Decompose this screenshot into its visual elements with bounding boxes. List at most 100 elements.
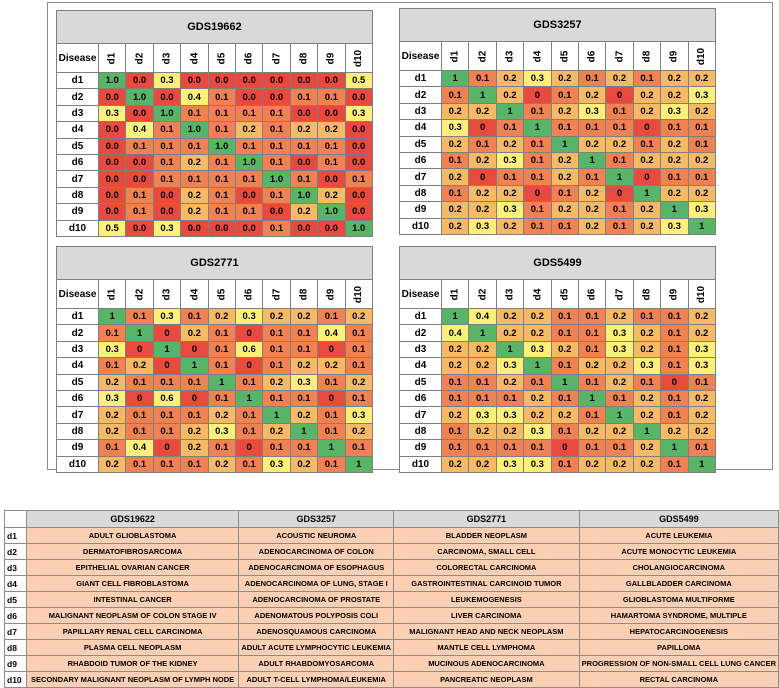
heatmap-cell: 0.5 xyxy=(97,219,127,237)
column-header: d6 xyxy=(577,41,607,71)
heatmap-cell: 0.1 xyxy=(152,137,182,155)
heatmap-cell: 0.1 xyxy=(440,422,470,441)
heatmap-cell: 0.2 xyxy=(207,406,236,424)
column-header-label: d3 xyxy=(504,50,516,62)
column-header-label: d1 xyxy=(106,288,118,300)
heatmap-cell: 0.2 xyxy=(550,201,579,219)
column-header-label: d6 xyxy=(243,288,255,300)
row-header: d1 xyxy=(399,69,442,88)
heatmap-cell: 0 xyxy=(234,357,264,375)
heatmap-cell: 0.2 xyxy=(262,307,291,326)
legend-cell: ADENOCARCINOMA OF PROSTATE xyxy=(238,591,395,608)
heatmap-cell: 1 xyxy=(687,455,716,473)
row-header: d1 xyxy=(56,307,99,326)
heatmap-cell: 0.2 xyxy=(440,217,470,235)
heatmap-cell: 0.2 xyxy=(495,217,525,235)
heatmap-cell: 0.1 xyxy=(660,168,689,186)
heatmap-cell: 0.2 xyxy=(577,422,607,441)
column-header-label: d2 xyxy=(134,288,146,300)
heatmap-cell: 0.4 xyxy=(468,307,497,326)
heatmap-cell: 0.3 xyxy=(152,71,182,90)
heatmap-cell: 0.1 xyxy=(234,104,264,123)
heatmap-table: GDS3257 Disease d1 d2 d3 d4 d5 d6 d7 d8 d9 d10 d1 1 0.… xyxy=(399,8,716,235)
heatmap-cell: 0.2 xyxy=(468,184,497,203)
column-header: d9 xyxy=(317,279,346,309)
column-header: d4 xyxy=(180,43,209,73)
heatmap-cell: 0.1 xyxy=(550,119,579,137)
legend-col-header: GDS3257 xyxy=(238,510,395,528)
heatmap-cell: 0.1 xyxy=(262,104,291,123)
heatmap-cell: 0.1 xyxy=(125,422,154,441)
legend-row-id: d5 xyxy=(4,591,27,608)
legend-table: GDS19622 GDS3257 GDS2771 GDS5499 d1 ADULT… xyxy=(4,510,779,688)
heatmap-cell: 0.0 xyxy=(289,219,319,237)
heatmap-cell: 0.4 xyxy=(125,121,154,139)
heatmap-row: d7 0.0 0.0 0.1 0.1 0.1 0.1 1.0 0.1 0.0 0.1 xyxy=(56,170,373,188)
heatmap-cell: 0.6 xyxy=(234,340,264,359)
heatmap-cell: 0.2 xyxy=(660,69,689,88)
column-header: d8 xyxy=(632,279,662,309)
heatmap-row: d5 0.0 0.1 0.1 0.1 1.0 0.1 0.1 0.1 0.1 0.0 xyxy=(56,137,373,155)
heatmap-cell: 0.2 xyxy=(687,184,716,203)
heatmap-cell: 0.0 xyxy=(97,203,127,221)
heatmap-cell: 0.2 xyxy=(495,307,525,326)
heatmap-cell: 0.0 xyxy=(97,88,127,106)
heatmap-cell: 0.2 xyxy=(234,121,264,139)
heatmap-cell: 0.1 xyxy=(605,217,634,235)
heatmap-cell: 0.1 xyxy=(207,104,236,123)
row-header: d2 xyxy=(399,324,442,342)
heatmap-cell: 1 xyxy=(180,357,209,375)
legend-row: d4 GIANT CELL FIBROBLASTOMA ADENOCARCINOMA… xyxy=(4,575,779,592)
heatmap-title: GDS2771 xyxy=(56,246,373,280)
heatmap-cell: 0.1 xyxy=(577,119,607,137)
heatmap-cell: 0.1 xyxy=(577,307,607,326)
row-header: d6 xyxy=(56,389,99,408)
heatmap-cell: 0.2 xyxy=(97,422,127,441)
heatmap-cell: 0.0 xyxy=(97,137,127,155)
heatmap-row: d3 0.2 0.2 1 0.1 0.2 0.3 0.1 0.2 0.3 0.2 xyxy=(399,102,716,121)
heatmap-gds3257: GDS3257 Disease d1 d2 d3 d4 d5 d6 d7 d8 d9 d10 d1 1 0.… xyxy=(399,8,716,235)
heatmap-cell: 0.1 xyxy=(550,422,579,441)
heatmap-cell: 0.1 xyxy=(317,406,346,424)
heatmap-cell: 0.1 xyxy=(523,201,552,219)
heatmap-cell: 1 xyxy=(523,119,552,137)
heatmap-table: GDS2771 Disease d1 d2 d3 d4 d5 d6 d7 d8 d9 d10 d1 1 0.… xyxy=(56,246,373,473)
heatmap-cell: 0.4 xyxy=(440,324,470,342)
heatmap-gds2771: GDS2771 Disease d1 d2 d3 d4 d5 d6 d7 d8 d9 d10 d1 1 0.… xyxy=(56,246,373,473)
column-header-label: d10 xyxy=(696,285,708,303)
heatmap-cell: 1 xyxy=(632,422,662,441)
heatmap-cell: 0.2 xyxy=(180,153,209,172)
heatmap-cell: 0.1 xyxy=(523,102,552,121)
heatmap-cell: 0.1 xyxy=(687,373,716,391)
heatmap-cell: 0.1 xyxy=(234,422,264,441)
heatmap-cell: 0.3 xyxy=(97,389,127,408)
legend-row: d5 INTESTINAL CANCER ADENOCARCINOMA OF PRO… xyxy=(4,591,779,608)
column-header: d8 xyxy=(632,41,662,71)
heatmap-cell: 0.0 xyxy=(234,219,264,237)
heatmap-cell: 0.3 xyxy=(660,102,689,121)
heatmap-cell: 0.1 xyxy=(317,455,346,473)
column-header: d1 xyxy=(440,41,470,71)
heatmap-cell: 0.2 xyxy=(495,69,525,88)
heatmap-cell: 0.3 xyxy=(632,357,662,375)
heatmap-row: d7 0.2 0.3 0.3 0.2 0.2 0.1 1 0.2 0.1 0.2 xyxy=(399,406,716,424)
heatmap-cell: 0.2 xyxy=(687,422,716,441)
column-header: d8 xyxy=(289,279,319,309)
heatmap-cell: 0.0 xyxy=(344,203,373,221)
heatmap-cell: 0.3 xyxy=(344,406,373,424)
heatmap-cell: 0.1 xyxy=(605,119,634,137)
heatmap-row: d9 0.1 0.1 0.1 0.1 0 0.1 0.1 0.2 1 0.1 xyxy=(399,439,716,457)
column-header: d4 xyxy=(523,41,552,71)
heatmap-cell: 0.3 xyxy=(523,422,552,441)
column-header-label: d4 xyxy=(531,288,543,300)
row-header: d4 xyxy=(56,357,99,375)
heatmap-cell: 0.4 xyxy=(125,439,154,457)
heatmap-cell: 0.0 xyxy=(262,88,291,106)
column-header-label: d3 xyxy=(161,288,173,300)
heatmap-row: d5 0.1 0.1 0.2 0.1 1 0.1 0.2 0.1 0 0.1 xyxy=(399,373,716,391)
heatmap-cell: 0.2 xyxy=(577,184,607,203)
column-header-label: d1 xyxy=(449,288,461,300)
heatmap-cell: 0.1 xyxy=(289,340,319,359)
heatmap-cell: 0.1 xyxy=(289,137,319,155)
column-header-label: d4 xyxy=(188,288,200,300)
